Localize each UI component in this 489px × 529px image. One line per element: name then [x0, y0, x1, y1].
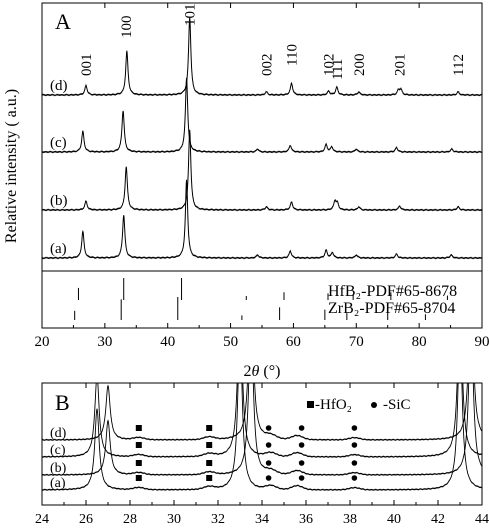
hfo2-marker-3-0	[135, 442, 142, 448]
x-tick-label-30: 30	[97, 334, 112, 350]
reference-label-0: HfB₂-PDF#65-8678	[328, 283, 457, 300]
hfo2-marker-1-1	[206, 475, 213, 481]
x-tick-label-80: 80	[412, 334, 427, 350]
series-label-b: (b)	[50, 193, 68, 209]
zoom-x-tick-label-36: 36	[299, 512, 313, 527]
zoom-x-tick-label-26: 26	[79, 512, 93, 527]
peak-label-112: 112	[451, 54, 467, 76]
zoom-x-tick-label-34: 34	[255, 512, 269, 527]
reference-label-1: ZrB₂-PDF#65-8704	[328, 300, 455, 317]
x-tick-label-50: 50	[223, 334, 238, 350]
panel-a-x-ticks: 20 30 40 50 60 70 80 90	[35, 3, 489, 350]
series-label-d: (d)	[50, 78, 68, 94]
hfo2-marker-2-0	[135, 460, 142, 466]
x-tick-label-40: 40	[160, 334, 175, 350]
zoom-x-tick-label-28: 28	[123, 512, 137, 527]
hfo2-marker-1-0	[135, 475, 142, 481]
xrd-trace-b	[41, 129, 483, 212]
sic-marker-3-2	[351, 442, 358, 448]
zoom-trace-b	[42, 383, 482, 477]
hfo2-marker-4-0	[135, 425, 142, 431]
phase-markers	[135, 425, 358, 481]
y-axis-label: Relative intensity ( a.u.)	[3, 89, 20, 243]
zoom-series-label-d: (d)	[50, 426, 67, 441]
x-axis-label-prefix: 2	[244, 363, 252, 380]
legend-dot-symbol	[371, 402, 377, 408]
x-axis-label-unit: (°)	[259, 363, 280, 380]
zoom-x-tick-label-44: 44	[475, 512, 489, 527]
sic-marker-3-1	[298, 442, 305, 448]
x-tick-label-70: 70	[349, 334, 364, 350]
sic-marker-1-1	[298, 475, 305, 481]
peak-label-110: 110	[285, 44, 301, 66]
xrd-trace-d	[41, 17, 483, 97]
peak-label-100: 100	[119, 16, 135, 39]
zoom-series-label-c: (c)	[50, 443, 66, 458]
legend-hfo2-label: -HfO₂	[315, 397, 352, 413]
zoom-x-tick-label-38: 38	[343, 512, 357, 527]
sic-marker-2-1	[298, 460, 305, 466]
sic-marker-4-1	[298, 425, 305, 431]
xrd-trace-c	[41, 77, 483, 154]
sic-marker-2-0	[265, 460, 272, 466]
sic-marker-1-2	[351, 475, 358, 481]
hfo2-marker-4-1	[206, 425, 213, 431]
zoom-series-label-a: (a)	[50, 476, 66, 491]
zoom-trace-a	[42, 383, 482, 492]
panel-b-series-labels: (d) (c) (b)(a)	[50, 426, 67, 491]
zoom-trace-c	[42, 383, 482, 459]
peak-label-002: 002	[259, 54, 275, 77]
panel-a-traces	[41, 17, 483, 260]
panel-a-frame	[41, 2, 483, 329]
reference-lines	[74, 278, 448, 320]
sic-marker-1-0	[265, 475, 272, 481]
sic-marker-4-2	[351, 425, 358, 431]
x-axis-label: 2θ (°)	[244, 363, 281, 380]
zoom-x-tick-label-30: 30	[167, 512, 181, 527]
peak-label-200: 200	[352, 54, 368, 77]
peak-label-102: 102	[322, 54, 338, 77]
zoom-x-tick-label-24: 24	[35, 512, 49, 527]
zoom-series-label-b: (b)	[50, 461, 67, 476]
peak-label-001: 001	[79, 54, 95, 77]
panel-b-label: B	[55, 390, 70, 415]
panel-b-traces	[42, 383, 482, 492]
peak-label-201: 201	[393, 54, 409, 77]
panel-b-x-ticks: 24 26 28 30 32 34 36 38 40 42 44	[35, 383, 489, 527]
sic-marker-2-2	[351, 460, 358, 466]
panel-b: B (d) (c) (b)(a) -HfO₂ -SiC 24 26 28 30 32 34 36 3…	[35, 382, 489, 527]
x-axis-label-theta: θ	[252, 363, 260, 380]
x-tick-label-60: 60	[286, 334, 301, 350]
legend-sic-label: -SiC	[383, 397, 411, 413]
zoom-x-tick-label-32: 32	[211, 512, 225, 527]
panel-a-label: A	[55, 9, 71, 34]
sic-marker-3-0	[265, 442, 272, 448]
x-tick-label-20: 20	[35, 334, 50, 350]
panel-b-legend: -HfO₂ -SiC	[307, 397, 411, 413]
hfo2-marker-2-1	[206, 460, 213, 466]
sic-marker-4-0	[265, 425, 272, 431]
panel-a-series-labels: (d) (c) (b) (a)	[50, 78, 68, 257]
x-tick-label-90: 90	[475, 334, 489, 350]
hfo2-marker-3-1	[206, 442, 213, 448]
zoom-trace-d	[42, 383, 482, 442]
series-label-c: (c)	[50, 135, 67, 151]
zoom-x-tick-label-42: 42	[431, 512, 445, 527]
zoom-x-tick-label-40: 40	[387, 512, 401, 527]
legend-square-symbol	[307, 401, 314, 408]
peak-label-111: 111	[330, 59, 346, 80]
xrd-trace-a	[41, 179, 483, 260]
peak-label-101: 101	[183, 4, 199, 27]
series-label-a: (a)	[50, 241, 67, 257]
